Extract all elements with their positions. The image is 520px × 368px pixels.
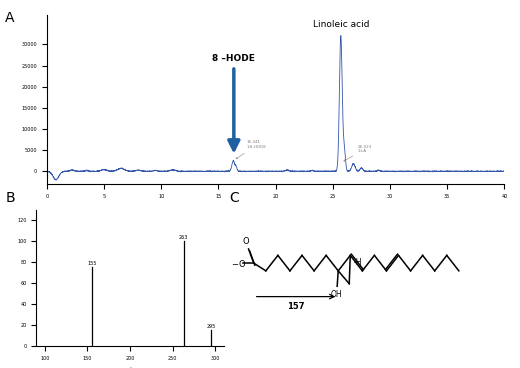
Text: 263: 263 — [179, 235, 188, 240]
Text: O: O — [242, 237, 249, 246]
Text: 155: 155 — [87, 261, 96, 266]
Text: -H: -H — [354, 258, 362, 267]
Text: Linoleic acid: Linoleic acid — [313, 20, 369, 29]
Text: OH: OH — [330, 290, 342, 299]
Text: $-$O: $-$O — [231, 258, 246, 269]
Text: A: A — [5, 11, 15, 25]
Text: 157: 157 — [287, 302, 305, 311]
Text: 26.023
1:LA: 26.023 1:LA — [344, 145, 372, 161]
Text: B: B — [5, 191, 15, 205]
Text: 8 –HODE: 8 –HODE — [212, 54, 255, 150]
Text: 295: 295 — [206, 323, 215, 329]
X-axis label: m/z: m/z — [125, 366, 135, 368]
Text: C: C — [229, 191, 239, 205]
Text: 16.341
1:8-HODE: 16.341 1:8-HODE — [236, 141, 267, 159]
